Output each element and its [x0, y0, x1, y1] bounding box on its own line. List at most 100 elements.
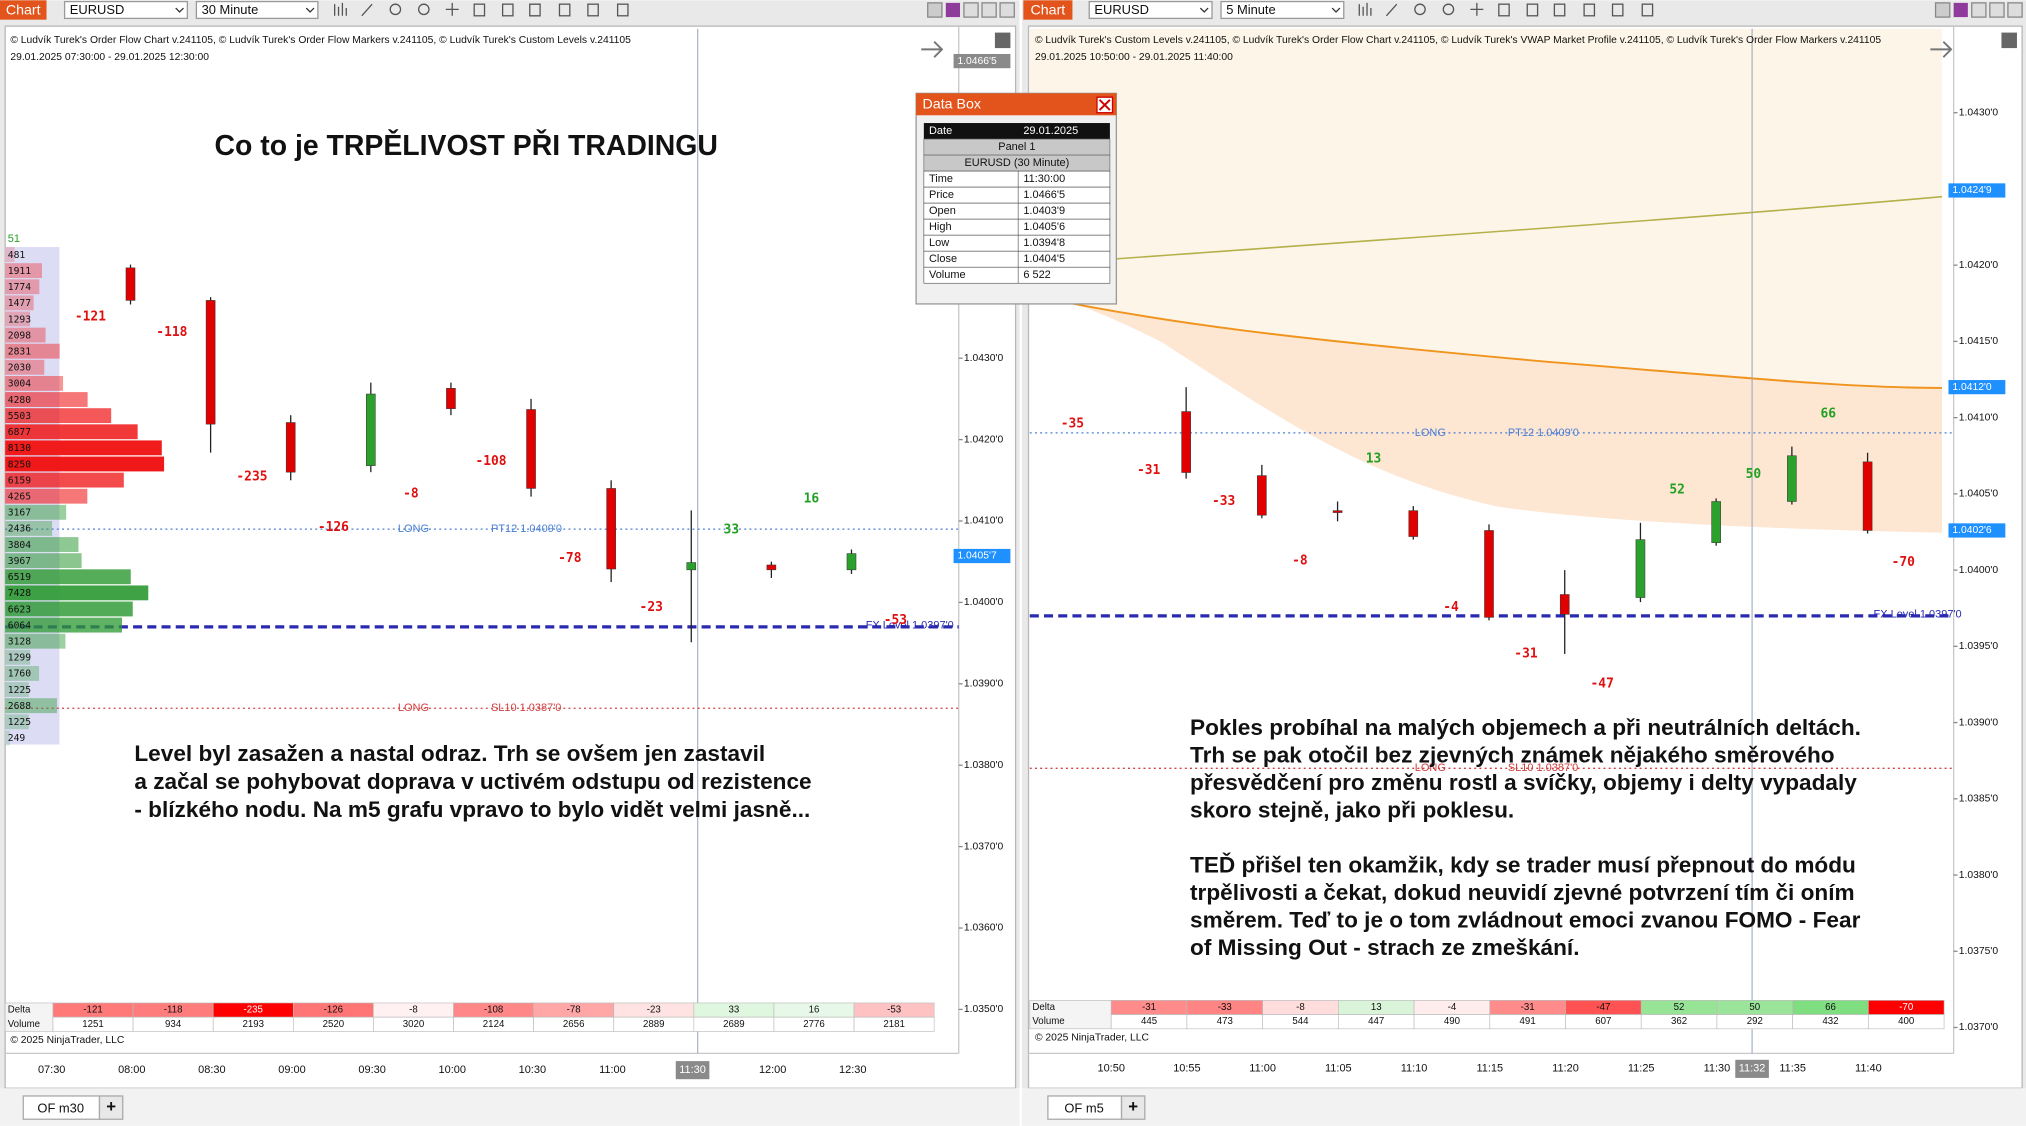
- profile-label: 6623: [8, 604, 31, 615]
- volume-value: 400: [1898, 1016, 1915, 1027]
- candle-body: [1181, 411, 1191, 473]
- price-tick-label: 1.0415'0: [1959, 336, 1999, 347]
- bar-delta: -47: [1591, 676, 1614, 691]
- data-box-section: EURUSD (30 Minute): [964, 157, 1069, 169]
- volume-value: 491: [1520, 1016, 1536, 1027]
- data-box-key: High: [929, 221, 952, 233]
- data-box-key: Date: [929, 125, 952, 137]
- interval-select[interactable]: [1220, 0, 1345, 20]
- bar-delta: -121: [75, 309, 106, 324]
- price-tick-label: 1.0410'0: [964, 516, 1004, 527]
- profile-bar: [5, 279, 40, 295]
- candle-body: [205, 300, 216, 425]
- time-label: 12:00: [759, 1064, 786, 1076]
- delta-value: -53: [887, 1005, 901, 1016]
- volume-value: 2124: [483, 1019, 505, 1030]
- profile-label: 3167: [8, 508, 31, 519]
- price-tick-label: 1.0385'0: [1959, 794, 1999, 805]
- volume-value: 2520: [323, 1019, 345, 1030]
- maximize[interactable]: [981, 2, 997, 18]
- time-label: 11:00: [599, 1064, 626, 1076]
- window-button[interactable]: [927, 2, 943, 18]
- level-name: PT12 1.0409'0: [491, 523, 562, 535]
- dropdown-arrow: [305, 7, 315, 13]
- delta-value: -8: [1296, 1002, 1305, 1013]
- window-button[interactable]: [1934, 2, 1951, 18]
- interval-select[interactable]: [195, 0, 319, 20]
- time-label: 08:30: [198, 1064, 225, 1076]
- profile-bar: [5, 666, 40, 681]
- annotation: of Missing Out - strach ze zmeškání.: [1190, 935, 1579, 960]
- profile-bar: [5, 359, 45, 375]
- close[interactable]: [999, 2, 1015, 18]
- chart-tab[interactable]: [0, 0, 47, 20]
- profile-bar: [5, 553, 82, 569]
- headline: Co to je TRPĚLIVOST PŘI TRADINGU: [214, 130, 717, 162]
- time-label: 11:05: [1325, 1063, 1352, 1075]
- close[interactable]: [2007, 2, 2023, 18]
- scroll-arrow[interactable]: [921, 40, 944, 58]
- properties-button[interactable]: [2001, 32, 2017, 49]
- profile-label: 4265: [8, 492, 31, 503]
- instrument-select[interactable]: [63, 0, 188, 20]
- profile-bar: [5, 327, 46, 343]
- vwap-band-lower: [1029, 292, 1943, 533]
- price-tick-label: 1.0420'0: [1959, 260, 1999, 271]
- profile-bar: [5, 295, 34, 311]
- delta-value: 52: [1674, 1002, 1685, 1013]
- candle-body: [686, 562, 697, 571]
- volume-value: 432: [1822, 1016, 1838, 1027]
- volume-value: 473: [1217, 1016, 1233, 1027]
- data-box-row: [923, 234, 1111, 252]
- toolbar-icons[interactable]: [1358, 2, 1654, 17]
- price-marker-label: 1.0466'5: [957, 56, 997, 67]
- chart-layer: 1.0430'0 1.0420'0 1.0410'0 1.0400'0 1.0390'0…: [4, 53, 2006, 1080]
- toolbar-icons[interactable]: [334, 2, 629, 17]
- price-marker-label: 1.0405'7: [957, 551, 997, 562]
- maximize[interactable]: [1989, 2, 2005, 18]
- scroll-arrow[interactable]: [1930, 40, 1953, 58]
- candle-body: [1711, 501, 1721, 543]
- data-box-section: Panel 1: [998, 141, 1035, 153]
- add-tab[interactable]: [1120, 1095, 1146, 1120]
- bar-delta: -35: [1061, 417, 1084, 432]
- instrument: EURUSD: [70, 2, 124, 17]
- profile-label: 3967: [8, 556, 31, 567]
- volume-value: 445: [1141, 1016, 1157, 1027]
- annotation: trpělivosti a čekat, dokud neuvidí zjevn…: [1190, 880, 1855, 905]
- profile-bar: [5, 343, 60, 359]
- bar-delta: -4: [1443, 600, 1459, 615]
- profile-label: 1911: [8, 266, 31, 277]
- window-button[interactable]: [945, 2, 961, 18]
- minimize[interactable]: [963, 2, 979, 18]
- chart-tab[interactable]: [1023, 0, 1073, 20]
- price-marker: [1948, 380, 2006, 395]
- profile-bar: [5, 247, 15, 262]
- price-tick-label: 1.0390'0: [964, 679, 1004, 690]
- time-label: 09:00: [278, 1064, 305, 1076]
- profile-bar: [5, 408, 112, 424]
- delta-value: -70: [1899, 1002, 1914, 1013]
- time-label: 11:10: [1401, 1063, 1428, 1075]
- profile-bar: [5, 375, 64, 391]
- delta-value: -31: [1521, 1002, 1535, 1013]
- profile-bar: [5, 730, 10, 746]
- data-box: Data Box Date 29.01.2025 Panel 1 EURUSD (30 …: [915, 92, 1118, 305]
- delta-value: -78: [567, 1005, 581, 1016]
- price-tick-label: 1.0375'0: [1959, 946, 1999, 957]
- window-button[interactable]: [1953, 2, 1968, 18]
- profile-label: 3004: [8, 379, 31, 390]
- properties-button[interactable]: [994, 32, 1011, 49]
- interval: 5 Minute: [1226, 2, 1276, 17]
- vwap-outer-line: [1029, 195, 1943, 266]
- data-box-value: 1.0403'9: [1023, 205, 1065, 217]
- delta-value: -108: [484, 1005, 503, 1016]
- minimize[interactable]: [1971, 2, 1987, 18]
- date-range: 29.01.2025 10:50:00 - 29.01.2025 11:40:0…: [1035, 52, 1233, 63]
- add-tab[interactable]: [98, 1095, 124, 1120]
- bar-delta: 50: [1746, 467, 1762, 482]
- price-marker-label: 1.0402'6: [1952, 525, 1992, 536]
- price-marker-label: 1.0412'0: [1952, 382, 1992, 393]
- instrument-select[interactable]: [1088, 0, 1213, 20]
- vwap-line: [1029, 293, 1943, 389]
